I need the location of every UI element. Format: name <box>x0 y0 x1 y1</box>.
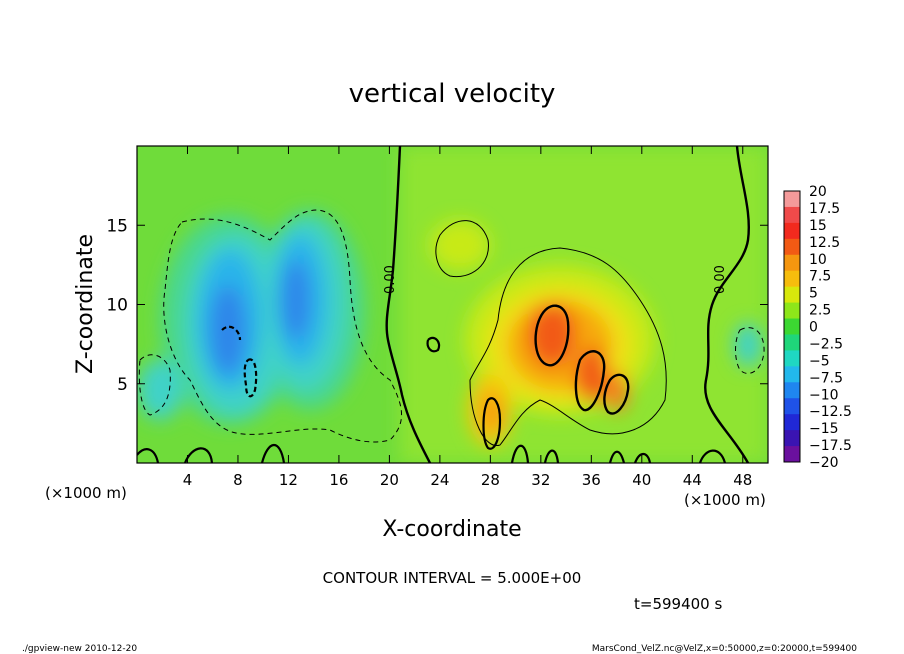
contour-lines <box>137 146 765 463</box>
colorbar-label: −20 <box>809 455 839 471</box>
colorbar-label: 12.5 <box>809 235 840 251</box>
colorbar-label: −2.5 <box>809 336 843 352</box>
x-tick-label: 36 <box>582 471 601 489</box>
x-tick-label: 4 <box>183 471 193 489</box>
colorbar-label: −12.5 <box>809 404 852 420</box>
colorbar-swatch <box>784 302 800 320</box>
colorbar-swatch <box>784 318 800 335</box>
footer-left: ./gpview-new 2010-12-20 <box>22 644 137 654</box>
pos-contour-15b <box>574 350 606 412</box>
colorbar-swatch <box>784 366 800 383</box>
x-tick-label: 8 <box>233 471 243 489</box>
colorbar-swatch <box>784 191 800 208</box>
x-unit-left: (×1000 m) <box>45 484 127 502</box>
neg-contour-right <box>735 327 765 374</box>
x-tick-label: 28 <box>481 471 500 489</box>
contour-label-left: 0.00 <box>383 265 398 294</box>
colorbar-label: −10 <box>809 387 839 403</box>
colorbar-swatch <box>784 254 800 272</box>
colorbar-label: −5 <box>809 353 830 369</box>
contour-interval-text: CONTOUR INTERVAL = 5.000E+00 <box>323 569 582 587</box>
x-tick-label: 20 <box>380 471 399 489</box>
y-axis-label: Z-coordinate <box>73 234 98 374</box>
colorbar-swatch <box>784 430 800 447</box>
y-tick-label: 10 <box>106 296 128 316</box>
x-axis-ticks: 4 8 12 16 20 24 28 32 36 40 44 48 <box>183 146 752 489</box>
pos-contour-upper <box>435 220 489 278</box>
colorbar-swatch <box>784 398 800 415</box>
pos-contour-15c <box>603 373 630 415</box>
pos-contour-15a <box>534 304 570 367</box>
colorbar-label: 5 <box>809 286 818 302</box>
y-tick-label: 5 <box>117 375 128 395</box>
updraft-region <box>430 220 655 446</box>
x-tick-label: 48 <box>733 471 752 489</box>
colorbar: 2017.51512.5107.552.50−2.5−5−7.5−10−12.5… <box>783 184 852 471</box>
colorbar-label: −15 <box>809 421 839 437</box>
zero-contour-right <box>704 146 750 463</box>
zero-contour-left <box>385 146 432 463</box>
colorbar-swatch <box>784 286 800 304</box>
y-tick-label: 15 <box>106 216 128 236</box>
footer-right: MarsCond_VelZ.nc@VelZ,x=0:50000,z=0:2000… <box>592 644 857 654</box>
colorbar-swatch <box>784 350 800 367</box>
x-tick-label: 16 <box>329 471 348 489</box>
y-axis-ticks: 5 10 15 <box>106 216 768 395</box>
chart-title: vertical velocity <box>349 79 556 109</box>
colorbar-swatch <box>784 382 800 399</box>
colorbar-swatch <box>784 270 800 288</box>
colorbar-label: 7.5 <box>809 269 831 285</box>
pos-contour-10 <box>482 397 502 450</box>
heatmap-field: 0.00 0.00 <box>137 146 768 463</box>
colorbar-swatch <box>784 206 800 224</box>
x-unit-right: (×1000 m) <box>684 491 766 509</box>
neg-contour-small <box>138 354 171 416</box>
colorbar-swatch <box>784 222 800 240</box>
colorbar-label: 17.5 <box>809 201 840 217</box>
x-tick-label: 24 <box>430 471 449 489</box>
colorbar-label: 10 <box>809 252 827 268</box>
colorbar-label: 15 <box>809 218 827 234</box>
colorbar-label: −7.5 <box>809 370 843 386</box>
neg-contour-core <box>221 325 258 398</box>
colorbar-swatch <box>784 446 800 463</box>
colorbar-label: −17.5 <box>809 438 852 454</box>
x-tick-label: 12 <box>279 471 298 489</box>
colorbar-swatch <box>784 238 800 256</box>
colorbar-label: 20 <box>809 184 827 200</box>
neg-contour-left <box>163 209 403 443</box>
time-label: t=599400 s <box>634 595 722 613</box>
downdraft-region <box>138 210 762 425</box>
x-tick-label: 40 <box>632 471 651 489</box>
x-tick-label: 32 <box>531 471 550 489</box>
bottom-contours <box>137 336 727 463</box>
colorbar-swatch <box>784 334 800 351</box>
x-axis-label: X-coordinate <box>382 517 521 542</box>
colorbar-frame <box>783 190 801 463</box>
pos-contour-5 <box>469 247 667 446</box>
colorbar-label: 2.5 <box>809 303 831 319</box>
colorbar-swatch <box>784 414 800 431</box>
colorbar-label: 0 <box>809 320 818 336</box>
x-tick-label: 44 <box>683 471 702 489</box>
contour-label-right: 0.00 <box>713 265 728 294</box>
